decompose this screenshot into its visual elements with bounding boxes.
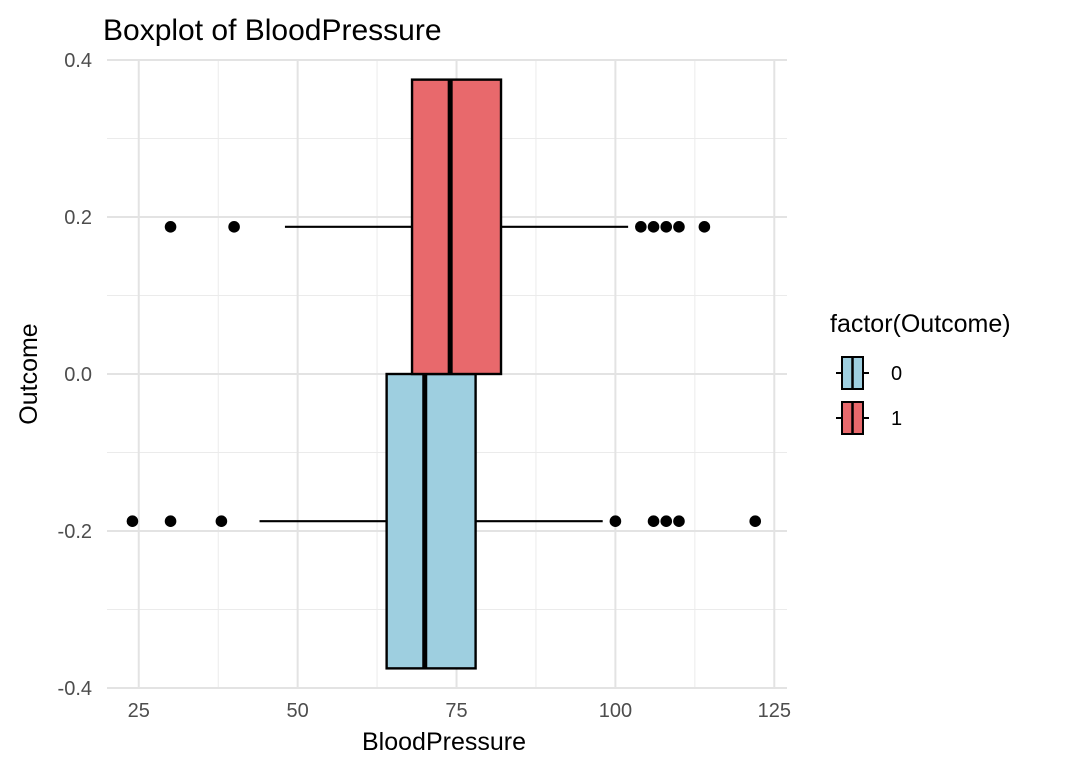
box-outcome-0 <box>126 372 762 670</box>
outlier-point <box>126 515 139 527</box>
outlier-point <box>673 221 685 233</box>
outlier-point <box>164 515 177 527</box>
outlier-point <box>660 221 673 233</box>
legend-key-0 <box>836 356 869 390</box>
y-axis-ticks: -0.4 -0.2 0.0 0.2 0.4 <box>58 50 92 700</box>
outlier-point <box>215 515 228 527</box>
y-tick-label: -0.4 <box>58 678 92 700</box>
legend-label-1: 1 <box>891 408 902 430</box>
box-iqr <box>410 78 503 376</box>
boxes <box>126 78 762 670</box>
y-tick-label: 0.2 <box>64 207 92 229</box>
outlier-point <box>164 221 177 233</box>
x-axis-ticks: 25 50 75 100 125 <box>128 700 791 722</box>
legend: factor(Outcome) 0 1 <box>830 310 1011 435</box>
x-axis-title: BloodPressure <box>362 728 526 756</box>
outlier-point <box>749 515 762 527</box>
legend-label-0: 0 <box>891 363 902 385</box>
outlier-point <box>228 221 240 233</box>
x-tick-label: 25 <box>128 700 150 722</box>
x-tick-label: 50 <box>287 700 309 722</box>
y-tick-label: 0.4 <box>64 50 92 72</box>
outlier-point <box>609 515 622 527</box>
outlier-point <box>647 221 660 233</box>
outlier-point <box>698 221 711 233</box>
x-tick-label: 100 <box>599 700 632 722</box>
x-tick-label: 125 <box>758 700 791 722</box>
y-tick-label: 0.0 <box>64 364 92 386</box>
legend-key-1 <box>836 401 869 435</box>
box-outcome-1 <box>164 78 711 376</box>
y-axis-title: Outcome <box>15 323 43 424</box>
box-iqr <box>385 372 477 670</box>
chart-title: Boxplot of BloodPressure <box>103 14 442 47</box>
outlier-point <box>647 515 660 527</box>
legend-title: factor(Outcome) <box>830 310 1011 338</box>
outlier-point <box>660 515 673 527</box>
outlier-point <box>673 515 685 527</box>
outlier-point <box>635 221 647 233</box>
x-tick-label: 75 <box>445 700 467 722</box>
y-tick-label: -0.2 <box>58 521 92 543</box>
